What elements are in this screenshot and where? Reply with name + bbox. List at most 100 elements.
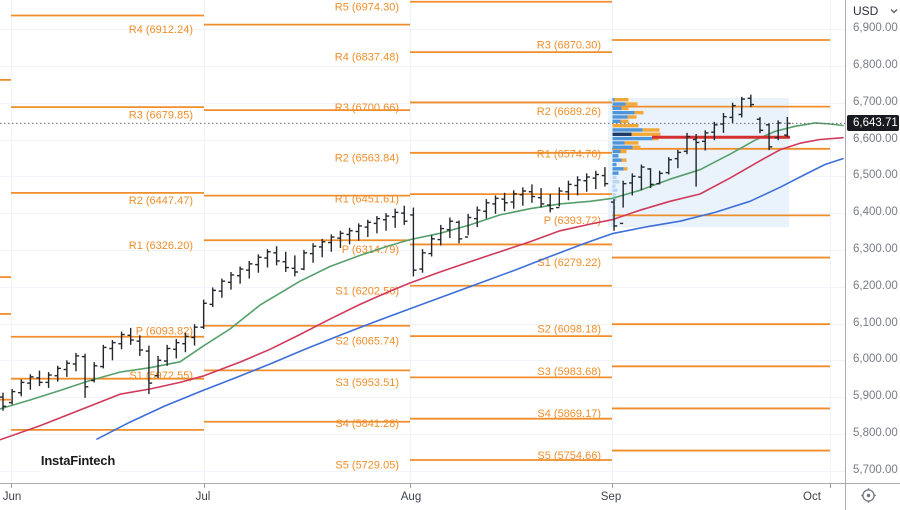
ohlc-bar — [528, 184, 536, 203]
ohlc-bar — [391, 208, 399, 228]
price-tick-label: 6,000.00 — [853, 353, 898, 366]
ohlc-bar — [236, 266, 244, 284]
axis-corner-separator — [845, 484, 846, 510]
ohlc-bar — [437, 224, 444, 246]
ohlc-bar — [54, 365, 61, 382]
volume-profile-row — [612, 141, 625, 145]
ohlc-bar — [674, 149, 682, 169]
ohlc-bar — [583, 173, 590, 192]
volume-profile-row — [621, 158, 627, 162]
ohlc-bar — [428, 235, 435, 257]
month-label-aug: Aug — [400, 491, 422, 503]
pivot-label: S5 (5754.66) — [537, 450, 601, 462]
ohlc-bar — [36, 370, 43, 387]
ohlc-bar — [246, 260, 253, 279]
price-tick-label: 5,900.00 — [853, 390, 898, 403]
pivot-label: R3 (6679.85) — [129, 110, 193, 122]
volume-profile-row — [612, 193, 616, 197]
ohlc-bar — [474, 206, 481, 228]
volume-profile-row — [612, 132, 632, 136]
volume-profile-row — [634, 110, 644, 115]
ohlc-bar — [382, 213, 390, 231]
target-icon[interactable] — [860, 487, 877, 509]
ohlc-bar — [565, 180, 572, 201]
time-axis-tick — [830, 484, 831, 488]
volume-profile-row — [612, 106, 622, 111]
volume-profile-row — [623, 167, 628, 171]
ma-slow-line — [96, 157, 844, 440]
volume-profile-row — [612, 158, 622, 162]
ohlc-bar — [337, 230, 344, 249]
volume-profile-row — [621, 106, 629, 111]
pivot-label: R2 (6447.47) — [129, 195, 193, 207]
ohlc-bar — [692, 133, 700, 187]
pivot-label: S2 (6065.74) — [335, 336, 399, 348]
pivot-label: P (6393.72) — [544, 215, 601, 227]
ohlc-bar — [410, 207, 417, 277]
ohlc-bar — [154, 355, 162, 378]
pivot-label: S4 (5869.17) — [537, 408, 601, 420]
pivot-label: R2 (6689.26) — [537, 106, 601, 118]
price-tick-label: 6,200.00 — [853, 279, 898, 292]
month-label-jul: Jul — [195, 491, 211, 503]
ohlc-bar — [355, 223, 362, 241]
price-tick-label: 6,800.00 — [853, 58, 898, 71]
ohlc-bar — [182, 332, 189, 353]
volume-profile-row — [612, 171, 619, 175]
brand-watermark: InstaFintech — [40, 447, 116, 474]
ohlc-bar — [373, 216, 381, 234]
pivot-label: R1 (6574.76) — [537, 148, 601, 160]
pivot-label: R1 (6451.61) — [335, 194, 399, 206]
ohlc-bar — [364, 219, 371, 238]
ohlc-bar — [446, 217, 454, 239]
price-tick-label: 6,500.00 — [853, 169, 898, 182]
price-tick-label: 6,100.00 — [853, 316, 898, 329]
volume-profile-row — [620, 149, 627, 154]
volume-profile-row — [612, 180, 620, 184]
ohlc-bar — [455, 220, 463, 244]
ohlc-bar — [738, 96, 745, 118]
ohlc-bar — [273, 246, 280, 266]
month-label-sep: Sep — [600, 491, 622, 503]
ohlc-bar — [747, 94, 755, 108]
volume-profile-row — [612, 175, 617, 180]
ohlc-bar — [683, 132, 691, 155]
pivot-label: S2 (6098.18) — [537, 324, 601, 336]
price-tick-label: 6,700.00 — [853, 95, 898, 108]
price-axis[interactable]: USD 6,900.00 6,800.00 6,700.00 6,600.00 6,50… — [845, 0, 900, 483]
time-axis[interactable]: Jun Jul Aug Sep Oct — [0, 483, 900, 510]
volume-profile-row — [612, 197, 617, 201]
pivot-label: R5 (6974.30) — [335, 1, 399, 13]
ohlc-bar — [18, 379, 25, 397]
ohlc-bar — [136, 335, 143, 356]
ma-mid-line — [0, 136, 844, 441]
price-tick-label: 5,700.00 — [853, 463, 898, 476]
volume-profile-row — [614, 98, 629, 102]
volume-profile-row — [612, 162, 617, 167]
ohlc-bar — [291, 255, 299, 277]
ohlc-bar — [638, 164, 645, 191]
ohlc-bar — [483, 199, 490, 219]
currency-selector[interactable]: USD — [846, 0, 900, 21]
price-tick-label: 6,400.00 — [853, 206, 898, 219]
volume-profile-row — [612, 145, 633, 149]
ohlc-bar — [610, 199, 618, 231]
volume-profile-row — [612, 119, 621, 123]
ohlc-bar — [556, 187, 563, 209]
volume-profile-row — [612, 110, 635, 115]
ohlc-bar — [328, 234, 335, 252]
month-label-jun: Jun — [2, 491, 22, 503]
volume-profile-row — [612, 102, 626, 106]
ohlc-bar — [264, 249, 271, 268]
ma-fast-line — [0, 122, 844, 410]
time-axis-tick — [11, 484, 12, 488]
currency-selector-label: USD — [853, 3, 879, 18]
volume-profile-row — [612, 136, 653, 141]
ohlc-bar — [255, 254, 262, 273]
ohlc-bar — [729, 102, 736, 123]
ohlc-bar — [720, 113, 727, 133]
price-tick-label: 6,300.00 — [853, 242, 898, 255]
ohlc-bar — [346, 227, 353, 245]
ohlc-bar — [227, 271, 235, 290]
